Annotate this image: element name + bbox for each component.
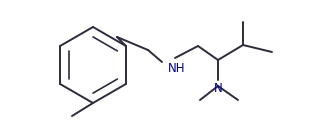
- Text: NH: NH: [168, 61, 185, 74]
- Text: N: N: [214, 82, 222, 94]
